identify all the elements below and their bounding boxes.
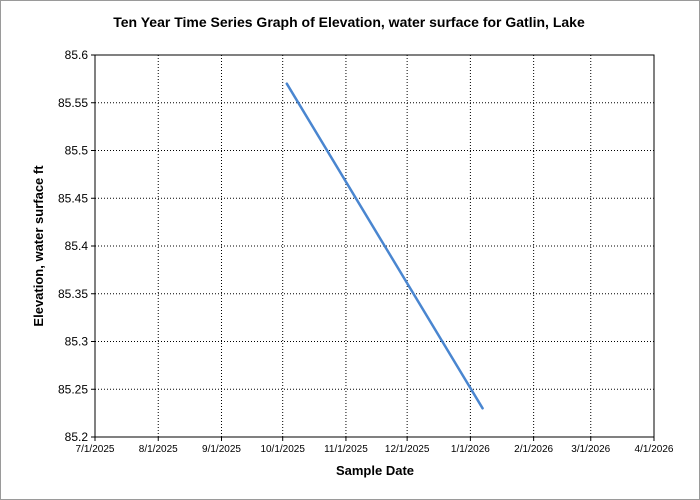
x-tick-label: 8/1/2025: [139, 444, 178, 455]
x-tick-label: 10/1/2025: [260, 444, 305, 455]
x-axis-ticks: 7/1/2025 8/1/2025 9/1/2025 10/1/2025 11/1/20…: [76, 437, 674, 455]
y-tick-label: 85.5: [65, 144, 89, 158]
chart-title: Ten Year Time Series Graph of Elevation,…: [113, 14, 585, 30]
y-tick-label: 85.55: [58, 96, 88, 110]
y-axis-label: Elevation, water surface ft: [31, 165, 46, 327]
y-tick-label: 85.25: [58, 382, 88, 396]
y-tick-label: 85.3: [65, 335, 89, 349]
series-layer: [285, 82, 484, 410]
y-tick-label: 85.6: [65, 48, 89, 62]
x-tick-label: 12/1/2025: [385, 444, 430, 455]
x-axis-label: Sample Date: [336, 463, 414, 478]
grid: [95, 55, 654, 437]
x-tick-label: 9/1/2025: [202, 444, 241, 455]
y-tick-label: 85.2: [65, 430, 89, 444]
x-tick-label: 11/1/2025: [324, 444, 368, 455]
y-tick-label: 85.4: [65, 239, 89, 253]
y-tick-label: 85.35: [58, 287, 88, 301]
x-tick-label: 4/1/2026: [635, 444, 674, 455]
y-axis-ticks: 85.2 85.25 85.3 85.35 85.4 85.45 85.5 85.55 85.6: [58, 48, 95, 444]
x-tick-label: 7/1/2025: [76, 444, 115, 455]
x-tick-label: 1/1/2026: [451, 444, 490, 455]
y-tick-label: 85.45: [58, 191, 88, 205]
x-tick-label: 2/1/2026: [514, 444, 553, 455]
x-tick-label: 3/1/2026: [571, 444, 610, 455]
series-line: [285, 82, 484, 410]
